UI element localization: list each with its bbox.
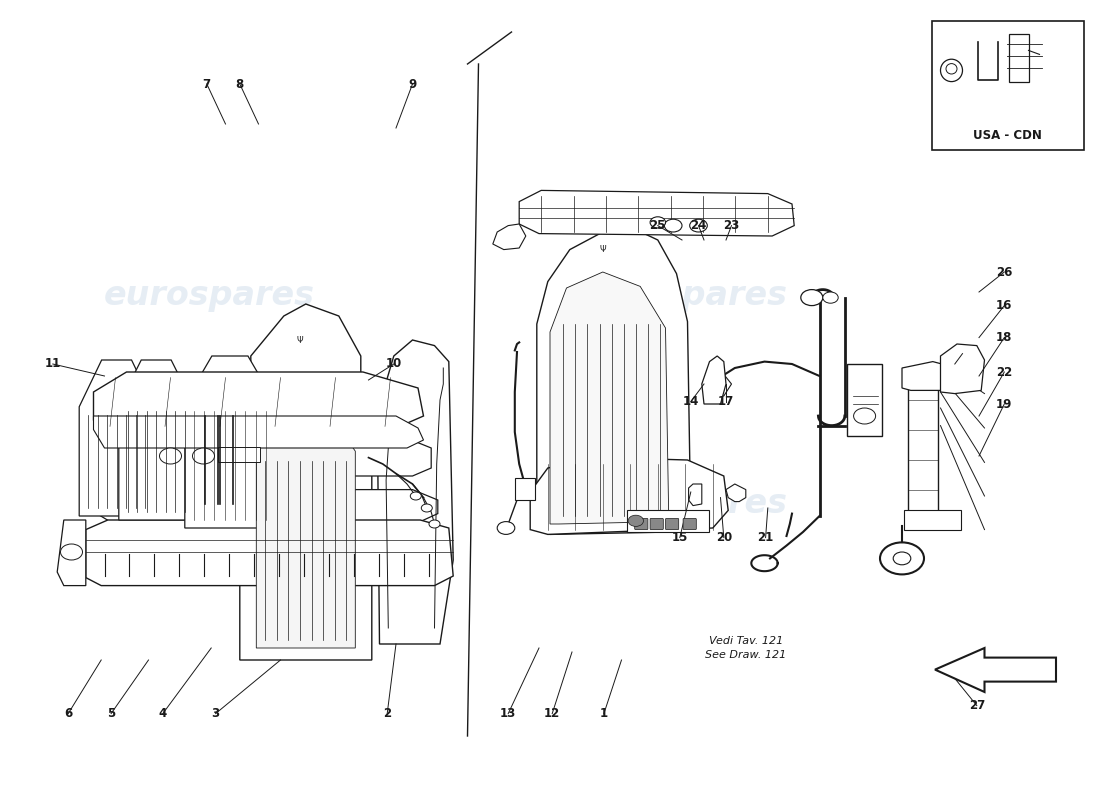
FancyBboxPatch shape [666, 518, 679, 530]
Circle shape [410, 492, 421, 500]
Text: 7: 7 [202, 78, 211, 90]
Polygon shape [251, 304, 361, 404]
Circle shape [690, 219, 707, 232]
Text: Vedi Tav. 121
See Draw. 121: Vedi Tav. 121 See Draw. 121 [705, 635, 786, 661]
Text: 4: 4 [158, 707, 167, 720]
Text: 3: 3 [211, 707, 220, 720]
FancyBboxPatch shape [847, 364, 882, 436]
Text: Ψ: Ψ [600, 245, 606, 254]
Polygon shape [935, 648, 1056, 692]
Text: 12: 12 [544, 707, 560, 720]
Text: 10: 10 [386, 358, 402, 370]
Text: 11: 11 [45, 358, 60, 370]
Circle shape [650, 217, 666, 228]
Polygon shape [79, 360, 154, 516]
Polygon shape [530, 458, 728, 534]
Text: USA - CDN: USA - CDN [974, 130, 1042, 142]
Polygon shape [86, 520, 453, 586]
Text: 25: 25 [650, 219, 666, 232]
Polygon shape [537, 228, 691, 534]
Text: 1: 1 [600, 707, 608, 720]
Polygon shape [256, 408, 355, 648]
FancyBboxPatch shape [650, 518, 663, 530]
Polygon shape [940, 344, 984, 394]
Text: 2: 2 [383, 707, 392, 720]
Polygon shape [377, 340, 453, 644]
Text: 27: 27 [969, 699, 984, 712]
Text: 5: 5 [107, 707, 116, 720]
Polygon shape [94, 372, 424, 430]
Ellipse shape [940, 59, 962, 82]
Text: 17: 17 [718, 395, 734, 408]
Text: 13: 13 [500, 707, 516, 720]
Circle shape [421, 504, 432, 512]
Polygon shape [493, 224, 526, 250]
Polygon shape [240, 356, 372, 660]
Polygon shape [550, 272, 669, 524]
Text: eurospares: eurospares [576, 487, 788, 521]
Circle shape [192, 448, 215, 464]
Polygon shape [519, 190, 794, 236]
Text: 20: 20 [716, 531, 732, 544]
Polygon shape [689, 484, 702, 506]
FancyBboxPatch shape [908, 388, 938, 528]
Text: 19: 19 [997, 398, 1012, 410]
Text: eurospares: eurospares [576, 279, 788, 313]
Circle shape [429, 520, 440, 528]
Circle shape [497, 522, 515, 534]
FancyBboxPatch shape [932, 21, 1084, 150]
FancyBboxPatch shape [515, 478, 535, 500]
Polygon shape [185, 356, 275, 528]
Polygon shape [57, 520, 86, 586]
Polygon shape [702, 356, 726, 404]
Text: 16: 16 [997, 299, 1012, 312]
Polygon shape [710, 374, 732, 396]
Text: 22: 22 [997, 366, 1012, 378]
Circle shape [60, 544, 82, 560]
FancyBboxPatch shape [635, 518, 648, 530]
Circle shape [664, 219, 682, 232]
FancyBboxPatch shape [218, 447, 260, 462]
Text: eurospares: eurospares [103, 487, 315, 521]
FancyBboxPatch shape [1009, 34, 1028, 82]
Circle shape [801, 290, 823, 306]
Polygon shape [726, 484, 746, 502]
Text: Ψ: Ψ [297, 335, 304, 345]
Text: 14: 14 [683, 395, 698, 408]
Text: 21: 21 [758, 531, 773, 544]
Text: 8: 8 [235, 78, 244, 90]
Text: 9: 9 [408, 78, 417, 90]
Circle shape [823, 292, 838, 303]
Text: eurospares: eurospares [103, 279, 315, 313]
Text: 24: 24 [691, 219, 706, 232]
FancyBboxPatch shape [627, 510, 710, 532]
Text: 15: 15 [672, 531, 688, 544]
Text: 6: 6 [64, 707, 73, 720]
FancyBboxPatch shape [683, 518, 696, 530]
Circle shape [880, 542, 924, 574]
FancyBboxPatch shape [904, 510, 961, 530]
Circle shape [759, 559, 770, 567]
Circle shape [893, 552, 911, 565]
Circle shape [628, 515, 643, 526]
Polygon shape [90, 436, 431, 476]
Text: 18: 18 [997, 331, 1012, 344]
Polygon shape [97, 490, 438, 522]
Circle shape [854, 408, 876, 424]
Circle shape [160, 448, 182, 464]
Text: 23: 23 [724, 219, 739, 232]
Polygon shape [119, 360, 194, 520]
Polygon shape [94, 416, 424, 448]
Ellipse shape [946, 63, 957, 74]
Text: 26: 26 [997, 266, 1012, 278]
Polygon shape [902, 362, 962, 390]
